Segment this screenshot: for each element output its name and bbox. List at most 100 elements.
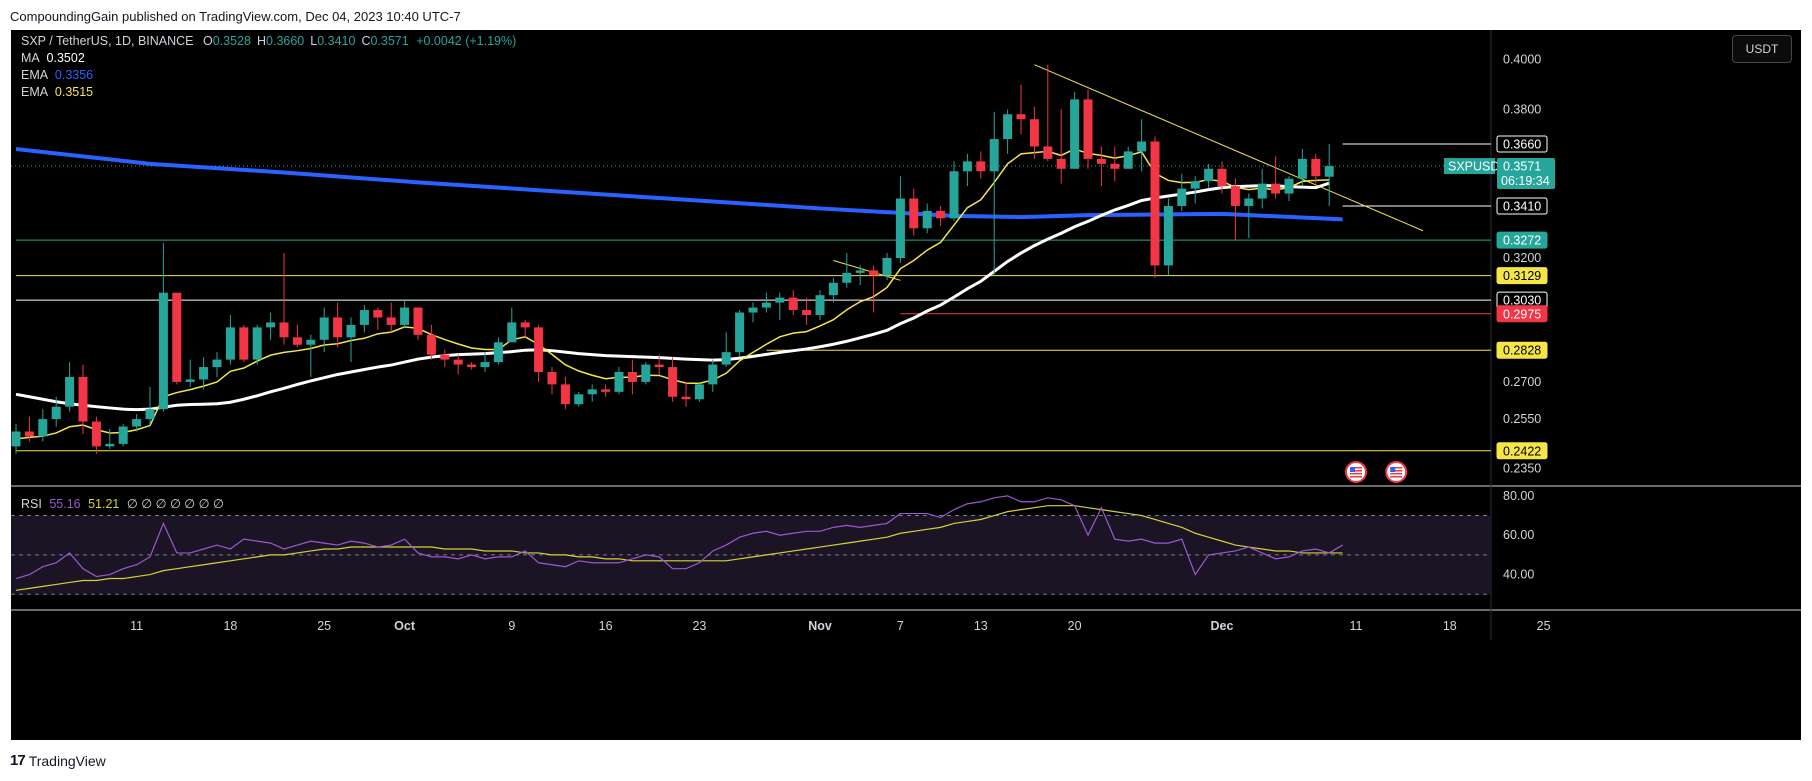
candle-up[interactable] xyxy=(306,339,316,345)
candle-down[interactable] xyxy=(1150,141,1160,266)
candle-up[interactable] xyxy=(11,431,21,447)
candle-down[interactable] xyxy=(1016,114,1026,120)
event-flag-icon[interactable] xyxy=(1385,461,1408,483)
candle-up[interactable] xyxy=(118,426,128,444)
candle-down[interactable] xyxy=(1029,119,1039,147)
candle-up[interactable] xyxy=(708,364,718,385)
candle-up[interactable] xyxy=(346,324,356,338)
candle-down[interactable] xyxy=(1056,158,1066,169)
price-level-tag[interactable] xyxy=(1496,197,1548,215)
candle-up[interactable] xyxy=(145,409,155,420)
candle-down[interactable] xyxy=(560,384,570,405)
candle-up[interactable] xyxy=(587,389,597,395)
candle-up[interactable] xyxy=(922,210,932,229)
candle-up[interactable] xyxy=(949,171,959,219)
candle-up[interactable] xyxy=(1257,183,1267,199)
candle-up[interactable] xyxy=(185,379,195,382)
legend-ma-row[interactable]: MA 0.3502 xyxy=(21,51,85,65)
candle-down[interactable] xyxy=(909,198,919,229)
candle-down[interactable] xyxy=(1217,168,1227,187)
candle-up[interactable] xyxy=(989,139,999,172)
candle-up[interactable] xyxy=(962,161,972,172)
event-flag-icon[interactable] xyxy=(1345,461,1367,483)
candle-up[interactable] xyxy=(1003,114,1013,140)
candle-up[interactable] xyxy=(694,384,704,400)
candle-up[interactable] xyxy=(641,364,651,382)
chart-frame[interactable]: 0.4000 0.3800 0.3200 0.2700 0.2550 0.2350 80.0… xyxy=(11,30,1801,740)
candle-up[interactable] xyxy=(158,292,168,410)
candle-up[interactable] xyxy=(359,310,369,325)
candle-up[interactable] xyxy=(493,342,503,363)
candle-down[interactable] xyxy=(386,317,396,325)
candle-down[interactable] xyxy=(333,317,343,338)
candle-up[interactable] xyxy=(266,322,276,328)
candle-up[interactable] xyxy=(1123,151,1133,169)
trendline[interactable] xyxy=(833,259,901,281)
candle-up[interactable] xyxy=(1204,168,1214,182)
candle-up[interactable] xyxy=(828,282,838,296)
candle-down[interactable] xyxy=(239,327,249,360)
candle-down[interactable] xyxy=(802,310,812,315)
candle-up[interactable] xyxy=(735,312,745,353)
candle-up[interactable] xyxy=(1190,181,1200,189)
candle-up[interactable] xyxy=(132,419,142,427)
candle-down[interactable] xyxy=(1043,146,1053,159)
candle-up[interactable] xyxy=(225,327,235,360)
price-level-tag[interactable] xyxy=(1496,267,1548,285)
candle-down[interactable] xyxy=(426,334,436,355)
candle-up[interactable] xyxy=(775,297,785,303)
candle-up[interactable] xyxy=(855,270,865,273)
candle-up[interactable] xyxy=(748,307,758,313)
legend-symbol[interactable]: SXP / TetherUS, 1D, BINANCE xyxy=(21,34,194,48)
rsi-ma-line[interactable] xyxy=(15,505,1343,591)
chart-canvas[interactable]: 0.4000 0.3800 0.3200 0.2700 0.2550 0.2350 80.0… xyxy=(11,30,1801,740)
candle-down[interactable] xyxy=(601,389,611,392)
candle-up[interactable] xyxy=(65,376,75,407)
candle-up[interactable] xyxy=(319,317,329,340)
last-price-tag[interactable] xyxy=(1497,158,1555,190)
candle-up[interactable] xyxy=(1324,166,1334,177)
candle-down[interactable] xyxy=(654,364,664,368)
candle-down[interactable] xyxy=(936,210,946,219)
candle-up[interactable] xyxy=(1070,99,1080,169)
candle-up[interactable] xyxy=(761,302,771,308)
candle-down[interactable] xyxy=(373,310,383,318)
price-level-tag[interactable] xyxy=(1496,231,1548,249)
candle-up[interactable] xyxy=(252,327,262,360)
candle-up[interactable] xyxy=(51,406,61,420)
candle-up[interactable] xyxy=(882,258,892,276)
candle-up[interactable] xyxy=(507,322,517,343)
price-level-tag[interactable] xyxy=(1496,135,1548,153)
rsi-line[interactable] xyxy=(15,495,1343,580)
price-level-tag[interactable] xyxy=(1496,341,1548,359)
candle-up[interactable] xyxy=(212,359,222,368)
price-level-tag[interactable] xyxy=(1496,305,1548,323)
candle-down[interactable] xyxy=(172,292,182,382)
candle-up[interactable] xyxy=(1177,188,1187,206)
candle-up[interactable] xyxy=(842,272,852,283)
candle-down[interactable] xyxy=(279,322,289,338)
candle-up[interactable] xyxy=(1244,198,1254,206)
candle-up[interactable] xyxy=(199,367,209,380)
candle-down[interactable] xyxy=(1083,99,1093,159)
candle-down[interactable] xyxy=(788,297,798,311)
legend-ema1-row[interactable]: EMA 0.3356 xyxy=(21,68,93,82)
candle-down[interactable] xyxy=(520,322,530,328)
trendline[interactable] xyxy=(1034,64,1424,232)
candle-up[interactable] xyxy=(1284,178,1294,194)
currency-button[interactable]: USDT xyxy=(1732,35,1792,63)
candle-down[interactable] xyxy=(547,372,557,385)
candle-up[interactable] xyxy=(480,362,490,368)
candle-down[interactable] xyxy=(681,396,691,400)
candle-down[interactable] xyxy=(453,359,463,365)
candle-up[interactable] xyxy=(1163,205,1173,266)
legend-rsi-row[interactable]: RSI 55.16 51.21 ∅ ∅ ∅ ∅ ∅ ∅ ∅ xyxy=(21,496,224,511)
candle-up[interactable] xyxy=(721,352,731,365)
candle-up[interactable] xyxy=(1297,158,1307,179)
candle-up[interactable] xyxy=(105,443,115,447)
candle-up[interactable] xyxy=(815,295,825,315)
legend-ema2-row[interactable]: EMA 0.3515 xyxy=(21,85,93,99)
candle-down[interactable] xyxy=(440,354,450,360)
ma-long-line[interactable] xyxy=(15,146,1343,222)
candle-down[interactable] xyxy=(24,431,34,437)
